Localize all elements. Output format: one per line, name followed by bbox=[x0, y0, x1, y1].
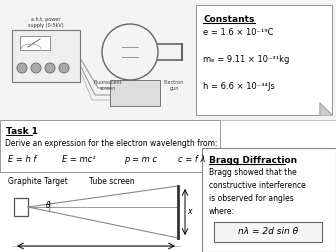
Circle shape bbox=[17, 63, 27, 73]
Circle shape bbox=[45, 63, 55, 73]
Polygon shape bbox=[320, 103, 332, 115]
Text: mₑ = 9.11 × 10⁻³¹kg: mₑ = 9.11 × 10⁻³¹kg bbox=[203, 55, 289, 64]
Bar bbox=[0, 120, 220, 172]
Bar bbox=[14, 198, 28, 216]
Text: θ: θ bbox=[46, 201, 51, 209]
Bar bbox=[0, 0, 336, 120]
Text: nλ = 2d sin θ: nλ = 2d sin θ bbox=[238, 228, 298, 236]
Text: Bragg showed that the
constructive interference
is observed for angles
where:: Bragg showed that the constructive inter… bbox=[209, 168, 306, 215]
Text: Task 1: Task 1 bbox=[6, 127, 38, 136]
Bar bbox=[20, 36, 50, 50]
Text: x: x bbox=[187, 207, 192, 216]
Text: Graphite Target: Graphite Target bbox=[8, 177, 68, 186]
Text: E = h f: E = h f bbox=[8, 155, 36, 164]
Bar bbox=[202, 148, 336, 252]
Text: a.h.t. power
supply (0-5kV): a.h.t. power supply (0-5kV) bbox=[28, 17, 64, 28]
Text: Tube screen: Tube screen bbox=[89, 177, 135, 186]
Text: Derive an expression for the electron wavelength from:: Derive an expression for the electron wa… bbox=[5, 139, 217, 148]
Text: e = 1.6 × 10⁻¹⁹C: e = 1.6 × 10⁻¹⁹C bbox=[203, 28, 274, 37]
Circle shape bbox=[59, 63, 69, 73]
Bar bbox=[214, 222, 322, 242]
Text: Bragg Diffraction: Bragg Diffraction bbox=[209, 156, 297, 165]
Text: E = mc²: E = mc² bbox=[62, 155, 96, 164]
Bar bbox=[110, 80, 160, 106]
Text: h = 6.6 × 10⁻³⁴Js: h = 6.6 × 10⁻³⁴Js bbox=[203, 82, 275, 91]
Circle shape bbox=[31, 63, 41, 73]
Text: Fluorescent
screen: Fluorescent screen bbox=[94, 80, 122, 91]
Text: Constants: Constants bbox=[203, 15, 254, 24]
Bar bbox=[0, 172, 195, 252]
Text: y: y bbox=[94, 250, 98, 252]
Text: p = m c: p = m c bbox=[124, 155, 157, 164]
Bar bbox=[12, 30, 80, 82]
Text: c = f λ: c = f λ bbox=[178, 155, 206, 164]
Bar bbox=[196, 5, 332, 115]
Text: Electron
gun: Electron gun bbox=[164, 80, 184, 91]
